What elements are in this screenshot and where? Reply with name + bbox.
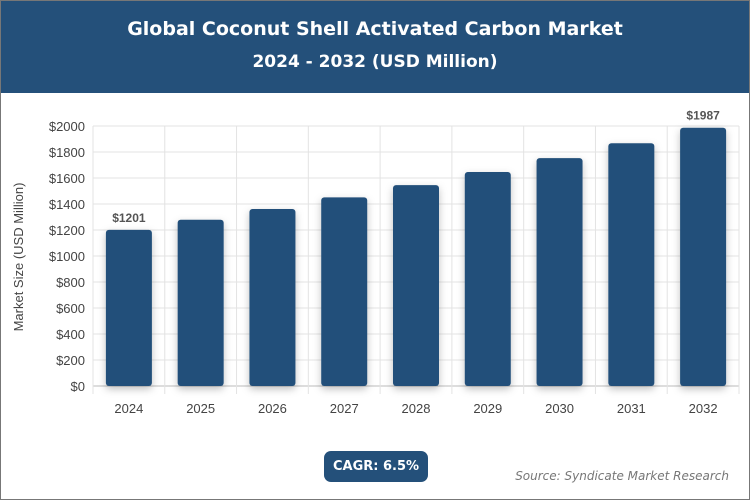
y-tick-label: $1600 bbox=[49, 171, 85, 186]
x-tick-label: 2030 bbox=[545, 401, 574, 416]
data-label: $1201 bbox=[112, 211, 146, 225]
bar-chart: Market Size (USD Million) $0 $200 $400 $600… bbox=[11, 109, 740, 416]
bar-2024 bbox=[105, 229, 152, 386]
x-tick-label: 2031 bbox=[617, 401, 646, 416]
cagr-badge: CAGR: 6.5% bbox=[324, 451, 428, 482]
bar-2031 bbox=[608, 143, 655, 386]
x-tick-label: 2032 bbox=[689, 401, 718, 416]
y-tick-label: $2000 bbox=[49, 119, 85, 134]
y-tick-label: $200 bbox=[56, 353, 85, 368]
bar-2027 bbox=[321, 197, 368, 386]
bar-2032 bbox=[680, 127, 727, 386]
y-tick-label: $1000 bbox=[49, 249, 85, 264]
bar-2028 bbox=[393, 185, 439, 386]
source-note: Source: Syndicate Market Research bbox=[515, 469, 729, 483]
bar-2029 bbox=[464, 172, 511, 386]
y-tick-label: $1800 bbox=[49, 145, 85, 160]
chart-subtitle: 2024 - 2032 (USD Million) bbox=[252, 52, 498, 72]
chart-header: Global Coconut Shell Activated Carbon Ma… bbox=[1, 1, 749, 93]
x-tick-label: 2027 bbox=[330, 401, 359, 416]
y-tick-label: $1400 bbox=[49, 197, 85, 212]
y-tick-label: $1200 bbox=[49, 223, 85, 238]
x-tick-label: 2026 bbox=[258, 401, 287, 416]
x-tick-label: 2025 bbox=[186, 401, 215, 416]
y-tick-label: $600 bbox=[56, 301, 85, 316]
data-label: $1987 bbox=[686, 109, 720, 123]
y-tick-label: $0 bbox=[71, 379, 85, 394]
bar-2030 bbox=[536, 158, 583, 386]
y-tick-label: $400 bbox=[56, 327, 85, 342]
x-tick-label: 2024 bbox=[114, 401, 143, 416]
x-tick-label: 2029 bbox=[473, 401, 502, 416]
bar-2026 bbox=[249, 208, 296, 386]
chart-title: Global Coconut Shell Activated Carbon Ma… bbox=[127, 18, 623, 40]
bar-2025 bbox=[177, 219, 224, 386]
y-tick-label: $800 bbox=[56, 275, 85, 290]
x-tick-label: 2028 bbox=[402, 401, 431, 416]
y-axis-label: Market Size (USD Million) bbox=[11, 183, 26, 332]
